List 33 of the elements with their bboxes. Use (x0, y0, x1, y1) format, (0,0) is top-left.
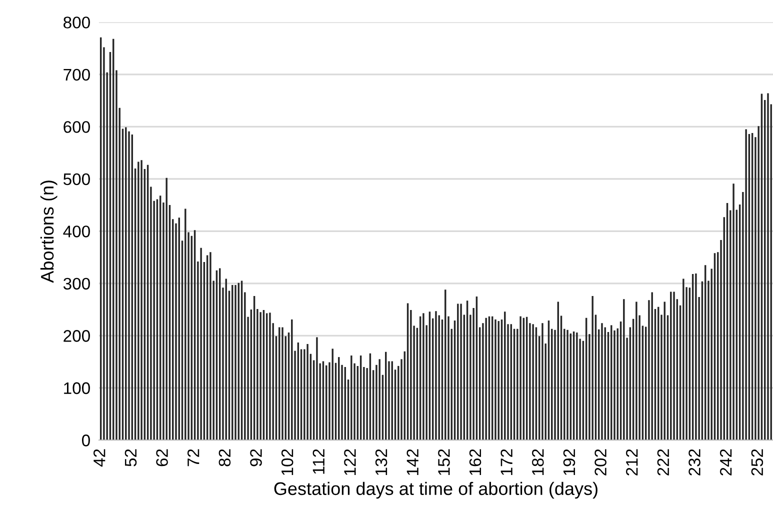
y-tick-label: 700 (64, 68, 90, 81)
y-tick-label: 800 (64, 16, 90, 28)
x-tick-label: 192 (563, 449, 576, 475)
x-tick-label: 62 (156, 449, 168, 466)
x-tick-label: 142 (406, 449, 418, 475)
x-tick-label: 132 (375, 449, 388, 475)
y-tick-label: 300 (63, 278, 90, 290)
x-tick-label: 122 (344, 449, 356, 475)
x-tick-label: 102 (281, 449, 294, 475)
x-tick-label: 202 (594, 449, 606, 476)
y-tick-label: 100 (64, 382, 90, 394)
x-tick-label: 172 (500, 449, 512, 475)
x-tick-label: 242 (720, 449, 732, 476)
y-tick-label: 500 (63, 173, 90, 186)
y-axis-title: Abortions (n) (40, 180, 58, 283)
y-tick-label: 200 (64, 330, 90, 342)
x-tick-label: 42 (93, 449, 106, 467)
x-axis-title: Gestation days at time of abortion (days) (274, 482, 598, 499)
x-tick-label: 72 (187, 449, 200, 466)
y-tick-label: 600 (64, 121, 90, 133)
y-tick-label: 0 (82, 434, 90, 446)
x-tick-label: 212 (626, 449, 638, 476)
x-tick-label: 182 (532, 449, 544, 475)
x-tick-label: 82 (218, 449, 231, 466)
x-tick-label: 232 (688, 449, 700, 476)
x-tick-label: 162 (469, 449, 482, 475)
x-tick-label: 92 (250, 449, 262, 466)
x-tick-label: 252 (751, 449, 764, 476)
x-tick-label: 112 (312, 449, 324, 474)
x-tick-label: 52 (124, 449, 137, 466)
x-tick-label: 152 (438, 449, 450, 475)
y-tick-label: 400 (63, 226, 90, 238)
x-tick-label: 222 (657, 449, 669, 476)
